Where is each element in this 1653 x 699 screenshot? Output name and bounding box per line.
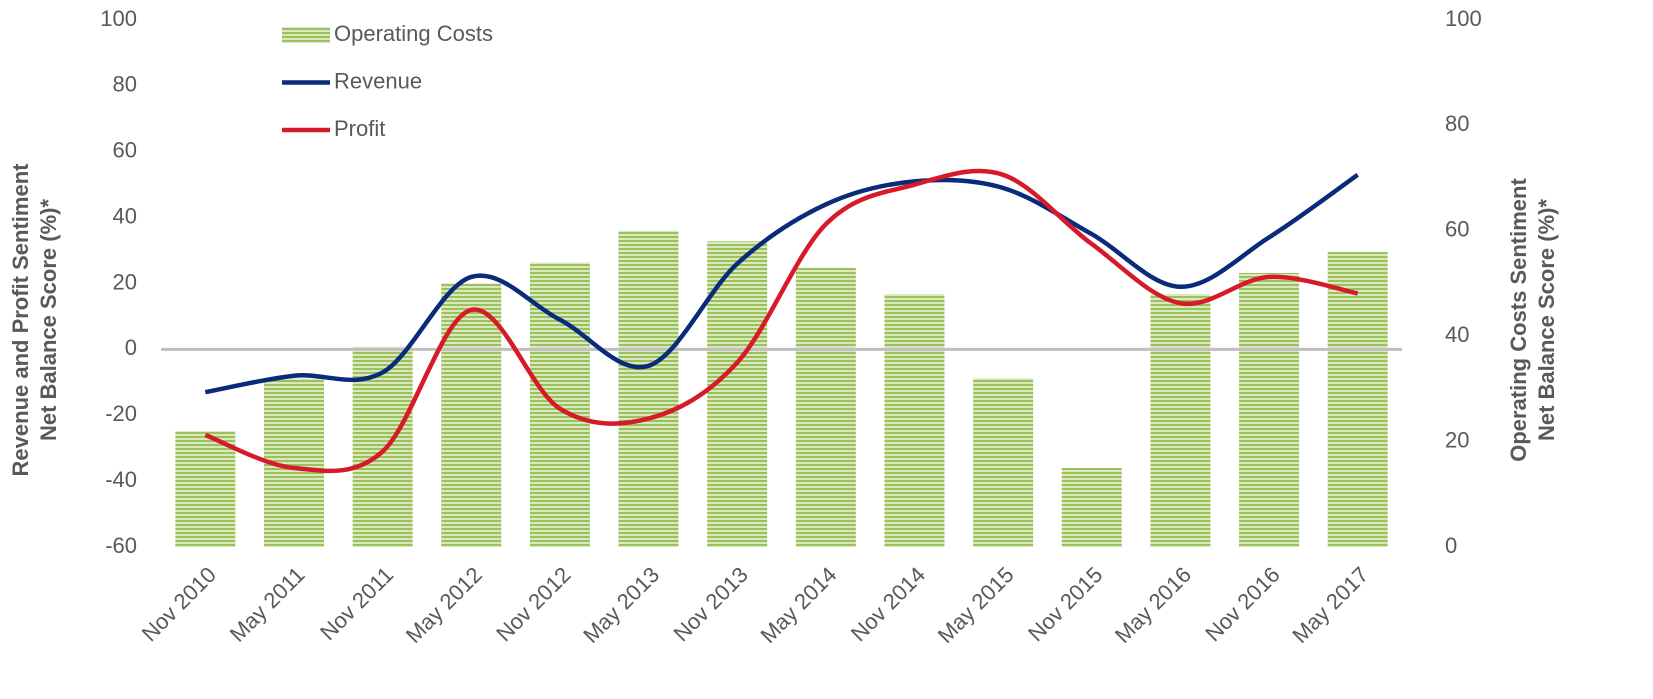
line xyxy=(204,172,1359,395)
ylabel: Revenue and Profit Sentiment xyxy=(8,163,33,477)
y2-tick-label: 0 xyxy=(1445,533,1457,558)
ylabel: Net Balance Score (%)* xyxy=(36,199,61,442)
bar xyxy=(175,431,236,547)
x-tick-label: May 2016 xyxy=(1110,562,1196,648)
y-tick-label: 100 xyxy=(100,6,137,31)
x-tick-label: Nov 2013 xyxy=(669,562,753,646)
y2label: Operating Costs Sentiment xyxy=(1506,178,1531,462)
y-tick-label: 60 xyxy=(113,138,137,163)
x-tick-label: Nov 2012 xyxy=(491,562,575,646)
bar xyxy=(795,267,856,547)
x-tick-label: May 2011 xyxy=(225,562,310,647)
y-tick-label: 80 xyxy=(113,72,137,97)
bar xyxy=(1150,294,1211,547)
legend-label: Profit xyxy=(334,116,385,141)
x-tick-label: May 2014 xyxy=(755,562,841,648)
legend-item: Revenue xyxy=(282,68,422,93)
legend-item: Operating Costs xyxy=(282,21,493,46)
y2-tick-label: 60 xyxy=(1445,217,1469,242)
x-tick-label: May 2012 xyxy=(401,562,487,648)
bar xyxy=(1061,467,1122,547)
x-tick-label: May 2013 xyxy=(578,562,664,648)
bar xyxy=(1239,272,1300,547)
legend-swatch xyxy=(282,27,330,43)
legend-label: Revenue xyxy=(334,68,422,93)
y2-tick-label: 100 xyxy=(1445,6,1482,31)
bar xyxy=(352,346,413,547)
y-tick-label: 20 xyxy=(113,269,137,294)
x-tick-label: Nov 2010 xyxy=(137,562,221,646)
bar xyxy=(707,241,768,547)
line xyxy=(204,168,1359,474)
x-tick-label: Nov 2014 xyxy=(846,562,930,646)
bar xyxy=(884,294,945,547)
y-tick-label: 0 xyxy=(125,335,137,360)
y-tick-label: -20 xyxy=(105,401,137,426)
bar xyxy=(441,283,502,547)
y2label: Net Balance Score (%)* xyxy=(1534,199,1559,442)
bar xyxy=(618,230,679,548)
bar xyxy=(529,262,590,547)
x-tick-label: Nov 2016 xyxy=(1200,562,1284,646)
y2-tick-label: 20 xyxy=(1445,427,1469,452)
x-tick-label: Nov 2011 xyxy=(315,562,398,645)
y-tick-label: -60 xyxy=(105,533,137,558)
y2-tick-label: 40 xyxy=(1445,322,1469,347)
bar xyxy=(1327,251,1388,547)
y2-tick-label: 80 xyxy=(1445,111,1469,136)
bar xyxy=(973,378,1034,547)
x-tick-label: May 2015 xyxy=(933,562,1019,648)
y-tick-label: 40 xyxy=(113,203,137,228)
x-tick-label: May 2017 xyxy=(1287,562,1373,648)
y-tick-label: -40 xyxy=(105,467,137,492)
x-tick-label: Nov 2015 xyxy=(1023,562,1107,646)
legend-item: Profit xyxy=(282,116,385,141)
legend-label: Operating Costs xyxy=(334,21,493,46)
